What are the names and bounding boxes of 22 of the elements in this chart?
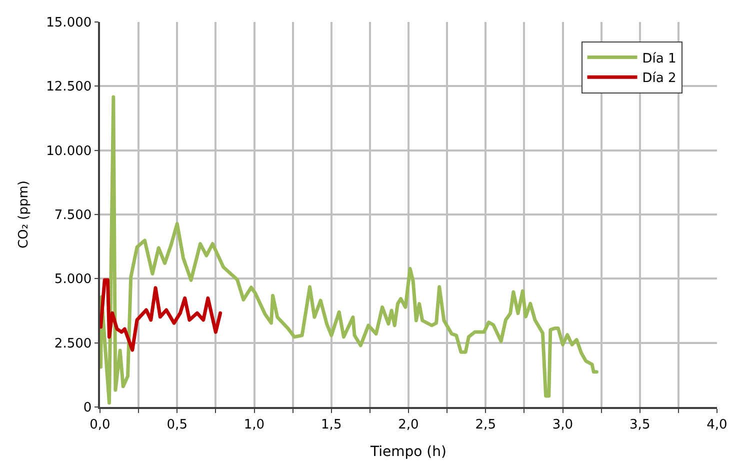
y-tick-label: 15.000 <box>46 16 92 31</box>
x-tick-label: 3,0 <box>552 417 574 432</box>
x-tick-label: 1,5 <box>321 417 342 432</box>
x-tick-label: 0,5 <box>166 417 188 432</box>
x-tick-label: 0,0 <box>90 417 110 432</box>
x-axis-title: Tiempo (h) <box>370 444 446 460</box>
line-series <box>100 95 598 405</box>
x-tick-label: 4,0 <box>706 417 728 432</box>
x-tick-label: 1,0 <box>244 417 265 432</box>
legend-label: Día 2 <box>642 71 676 86</box>
y-axis-title: CO₂ (ppm) <box>16 180 32 248</box>
line-series <box>100 278 222 352</box>
legend-label: Día 1 <box>642 51 676 66</box>
y-tick-label: 10.000 <box>46 144 92 159</box>
y-tick-label: 7.500 <box>54 208 92 224</box>
y-tick-label: 2.500 <box>54 336 92 352</box>
x-tick-label: 3,5 <box>630 417 650 432</box>
y-tick-label: 5.000 <box>54 272 92 288</box>
y-tick-label: 0 <box>83 400 92 416</box>
x-tick-label: 2,0 <box>398 417 419 432</box>
x-tick-label: 2,5 <box>475 417 496 432</box>
y-tick-label: 12.500 <box>46 80 92 95</box>
